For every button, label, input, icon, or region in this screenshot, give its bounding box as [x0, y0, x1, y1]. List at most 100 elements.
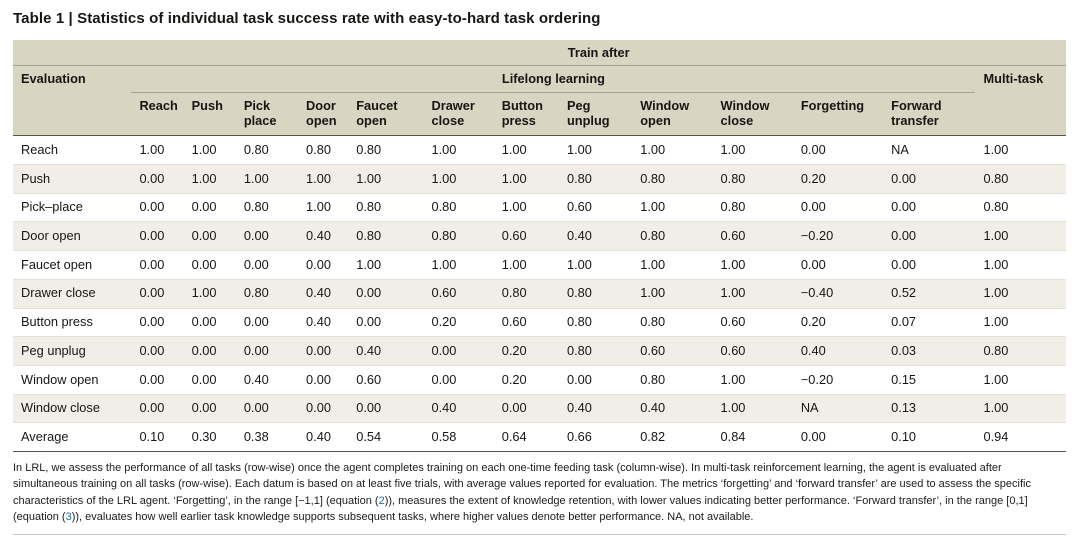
value-cell: 0.64: [493, 422, 559, 453]
table-row-button-press: Button press 0.00 0.00 0.00 0.40 0.00 0.20 0.60…: [13, 307, 1066, 337]
equation-3-link[interactable]: 3: [65, 510, 72, 523]
value-cell: 0.80: [423, 221, 494, 251]
value-cell: 0.00: [298, 365, 349, 395]
value-cell: 1.00: [712, 278, 793, 309]
value-cell: 0.00: [131, 393, 184, 423]
value-cell: 0.80: [632, 221, 713, 251]
table-row-push: Push 0.00 1.00 1.00 1.00 1.00 1.00 1.00 0.80 0.80…: [13, 164, 1066, 194]
value-cell: 0.00: [800, 141, 826, 157]
column-header-row: Reach Push Pick place Door open Faucet open D…: [13, 92, 1066, 137]
value-cell: −0.20: [792, 365, 884, 395]
value-cell: 0.00: [235, 307, 299, 337]
row-label: Average: [13, 422, 132, 453]
value-cell: 1.00: [558, 250, 633, 280]
value-cell: 0.00: [298, 336, 349, 366]
value-cell: 0.00: [235, 221, 299, 251]
evaluation-header: Evaluation: [13, 65, 132, 137]
row-label: Pick–place: [13, 192, 132, 222]
value-cell: 0.10: [883, 422, 976, 453]
value-cell: 0.00: [792, 192, 884, 222]
value-cell: 0.00: [131, 221, 184, 251]
value-cell: 0.80: [356, 141, 382, 157]
value-cell: 0.54: [348, 422, 424, 453]
table-row-faucet-open: Faucet open 0.00 0.00 0.00 0.00 1.00 1.00 1.00 1…: [13, 250, 1066, 280]
value-cell: 0.00: [131, 250, 184, 280]
value-cell: 0.60: [493, 307, 559, 337]
value-cell: 0.60: [348, 365, 424, 395]
value-cell: 0.40: [235, 365, 299, 395]
value-cell: 0.80: [423, 192, 494, 222]
value-cell: 0.60: [712, 336, 793, 366]
table-row-pick-place: Pick–place 0.00 0.00 0.80 1.00 0.80 0.80 1.00 0.…: [13, 192, 1066, 222]
table-row-door-open: Door open 0.00 0.00 0.00 0.40 0.80 0.80 0.60 0.4…: [13, 221, 1066, 251]
table-row-average: Average 0.10 0.30 0.38 0.40 0.54 0.58 0.64 0.66 0…: [13, 422, 1066, 453]
value-cell: 0.00: [131, 336, 184, 366]
row-label: Reach: [21, 141, 58, 157]
col-header-peg-unplug: Peg unplug: [558, 92, 633, 137]
value-cell: 0.00: [792, 250, 884, 280]
value-cell: 0.20: [493, 336, 559, 366]
value-cell: 0.40: [558, 393, 633, 423]
value-cell: 1.00: [975, 393, 1066, 423]
table-row-drawer-close: Drawer close 0.00 1.00 0.80 0.40 0.00 0.60 0.80…: [13, 278, 1066, 309]
row-label: Push: [13, 164, 132, 194]
value-cell: 0.40: [298, 221, 349, 251]
footnote-text-1: In LRL, we assess the performance of all…: [13, 462, 1031, 507]
value-cell: 1.00: [975, 221, 1066, 251]
value-cell: 0.00: [883, 250, 976, 280]
value-cell: 0.80: [975, 192, 1066, 222]
value-cell: 0.00: [558, 365, 633, 395]
value-cell: 1.00: [431, 141, 457, 157]
train-after-row: Train after: [13, 40, 1066, 67]
value-cell: 0.60: [632, 336, 713, 366]
value-cell: 0.80: [235, 192, 299, 222]
value-cell: 0.80: [558, 307, 633, 337]
value-cell: 1.00: [632, 192, 713, 222]
value-cell: 1.00: [183, 278, 236, 309]
value-cell: 1.00: [975, 250, 1066, 280]
col-header-pick-place: Pick place: [235, 92, 299, 137]
row-label: Peg unplug: [13, 336, 132, 366]
value-cell: 0.00: [493, 393, 559, 423]
row-label: Faucet open: [13, 250, 132, 280]
value-cell: 1.00: [493, 250, 559, 280]
value-cell: 0.60: [423, 278, 494, 309]
value-cell: 1.00: [975, 278, 1066, 309]
value-cell: 0.60: [558, 192, 633, 222]
value-cell: 1.00: [712, 250, 793, 280]
row-label: Drawer close: [13, 278, 132, 309]
value-cell: 0.40: [298, 422, 349, 453]
value-cell: 0.40: [298, 278, 349, 309]
value-cell: 1.00: [298, 164, 349, 194]
table-row-window-close: Window close 0.00 0.00 0.00 0.00 0.00 0.40 0.00…: [13, 393, 1066, 423]
col-header-faucet-open: Faucet open: [348, 92, 424, 137]
multi-task-header: Multi-task: [975, 65, 1066, 137]
value-cell: −0.40: [792, 278, 884, 309]
value-cell: 0.00: [183, 393, 236, 423]
value-cell: 0.38: [235, 422, 299, 453]
value-cell: 1.00: [183, 164, 236, 194]
value-cell: 0.40: [632, 393, 713, 423]
value-cell: 1.00: [640, 141, 666, 157]
value-cell: 0.00: [792, 422, 884, 453]
table-header: Train after Evaluation Lifelong learning…: [13, 40, 1066, 137]
value-cell: 1.00: [712, 393, 793, 423]
value-cell: 0.80: [712, 164, 793, 194]
value-cell: 0.00: [235, 250, 299, 280]
value-cell: 0.00: [423, 365, 494, 395]
value-cell: 1.00: [191, 141, 217, 157]
table-row-peg-unplug: Peg unplug 0.00 0.00 0.00 0.00 0.40 0.00 0.20 0.…: [13, 336, 1066, 366]
value-cell: 0.03: [883, 336, 976, 366]
value-cell: 0.00: [131, 307, 184, 337]
value-cell: 0.10: [131, 422, 184, 453]
value-cell: 0.00: [183, 336, 236, 366]
value-cell: 0.20: [792, 307, 884, 337]
value-cell: 0.58: [423, 422, 494, 453]
value-cell: 0.00: [183, 250, 236, 280]
value-cell: 0.00: [235, 393, 299, 423]
value-cell: 0.00: [883, 192, 976, 222]
col-header-drawer-close: Drawer close: [423, 92, 494, 137]
col-header-push: Push: [183, 92, 236, 137]
equation-2-link[interactable]: 2: [378, 494, 385, 507]
lifelong-learning-header: Lifelong learning: [131, 65, 976, 93]
